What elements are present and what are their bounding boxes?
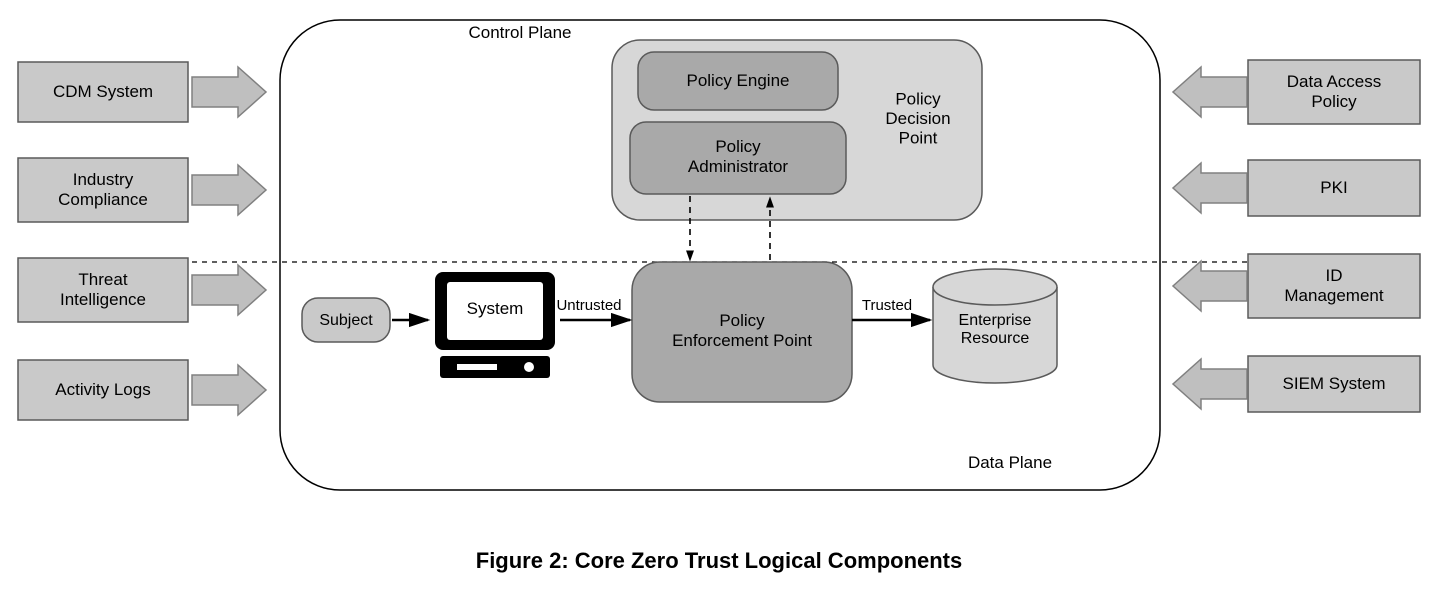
cdm-system-label: CDM System <box>53 82 153 101</box>
siem-system-arrow <box>1173 359 1247 409</box>
data-access-policy-arrow <box>1173 67 1247 117</box>
subject-label: Subject <box>319 312 373 329</box>
control-plane-label: Control Plane <box>468 23 571 42</box>
untrusted-label: Untrusted <box>556 297 621 314</box>
activity-logs-arrow <box>192 365 266 415</box>
id-management-arrow <box>1173 261 1247 311</box>
data-plane-label: Data Plane <box>968 453 1052 472</box>
enterprise-resource-label: EnterpriseResource <box>959 312 1032 347</box>
activity-logs-label: Activity Logs <box>55 380 150 399</box>
pki-arrow <box>1173 163 1247 213</box>
industry-compliance-arrow <box>192 165 266 215</box>
trusted-label: Trusted <box>862 297 912 314</box>
system-icon <box>435 272 555 378</box>
pki-label: PKI <box>1320 178 1347 197</box>
cdm-system-arrow <box>192 67 266 117</box>
siem-system-label: SIEM System <box>1283 374 1386 393</box>
system-label: System <box>467 299 524 318</box>
threat-intelligence-arrow <box>192 265 266 315</box>
figure-caption: Figure 2: Core Zero Trust Logical Compon… <box>0 548 1438 574</box>
diagram-stage: Control PlaneData PlaneCDM SystemIndustr… <box>0 0 1438 591</box>
diagram-svg: Control PlaneData PlaneCDM SystemIndustr… <box>0 0 1438 591</box>
policy-engine-label: Policy Engine <box>686 71 789 90</box>
